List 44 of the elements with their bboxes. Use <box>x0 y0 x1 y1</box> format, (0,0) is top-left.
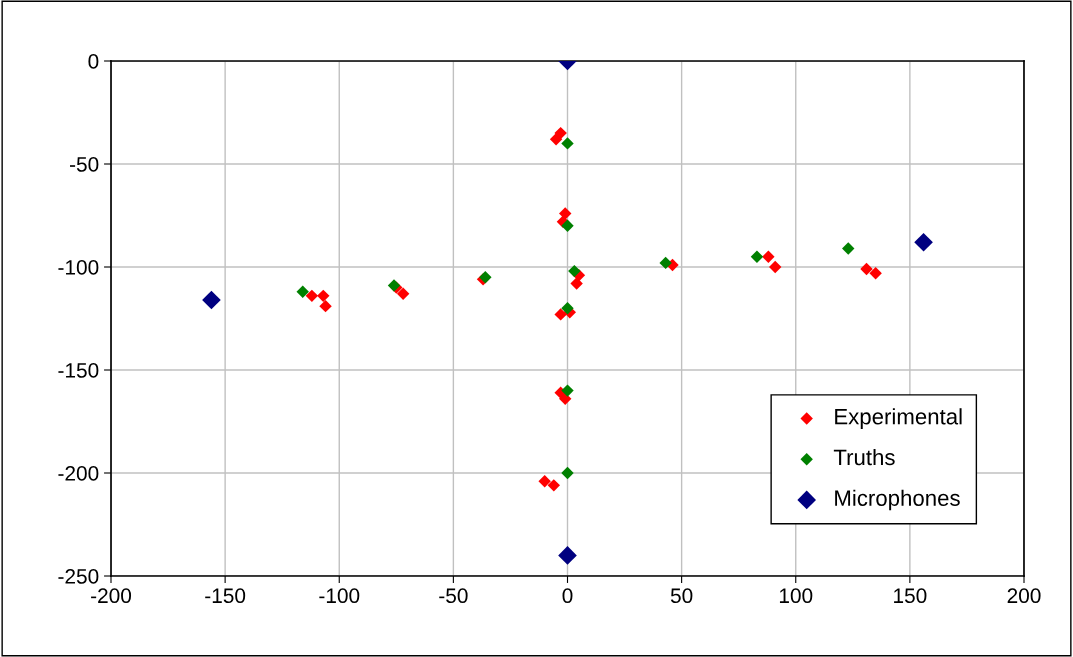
point <box>561 384 574 397</box>
point <box>305 289 319 303</box>
point <box>561 219 574 233</box>
point <box>769 260 782 274</box>
point <box>561 466 574 480</box>
x-tick-label: -50 <box>439 588 468 604</box>
point <box>750 250 764 263</box>
legend-label: Microphones <box>835 489 960 511</box>
point <box>561 137 574 150</box>
y-tick-label: -200 <box>58 466 99 481</box>
point <box>319 299 332 313</box>
point <box>558 546 577 565</box>
x-tick-label: 50 <box>670 588 693 604</box>
y-tick-label: -250 <box>58 569 99 584</box>
x-tick-label: -200 <box>91 588 132 604</box>
y-tick-label: -150 <box>58 363 99 378</box>
point <box>202 290 221 310</box>
point <box>659 256 672 270</box>
y-tick-label: 0 <box>88 54 99 69</box>
x-tick-label: -150 <box>205 588 246 604</box>
point <box>842 242 855 255</box>
point <box>396 287 410 300</box>
x-tick-label: 100 <box>779 588 813 604</box>
point <box>869 266 882 280</box>
legend-label: Experimental <box>835 408 962 429</box>
x-tick-label: 0 <box>562 588 573 604</box>
point <box>554 308 567 321</box>
point <box>561 301 574 315</box>
point <box>914 232 933 252</box>
point <box>554 126 567 140</box>
point <box>547 479 561 492</box>
point <box>296 285 309 298</box>
x-tick-label: 150 <box>894 588 927 604</box>
y-tick-label: -50 <box>70 157 99 172</box>
point <box>317 289 330 303</box>
point <box>538 475 551 488</box>
x-tick-label: -100 <box>319 588 360 604</box>
point <box>860 262 873 276</box>
x-tick-label: 200 <box>1007 588 1041 604</box>
y-tick-label: -100 <box>58 260 99 275</box>
point <box>568 264 581 278</box>
legend-label: Truths <box>833 448 895 466</box>
point <box>762 250 775 263</box>
point <box>570 277 583 290</box>
